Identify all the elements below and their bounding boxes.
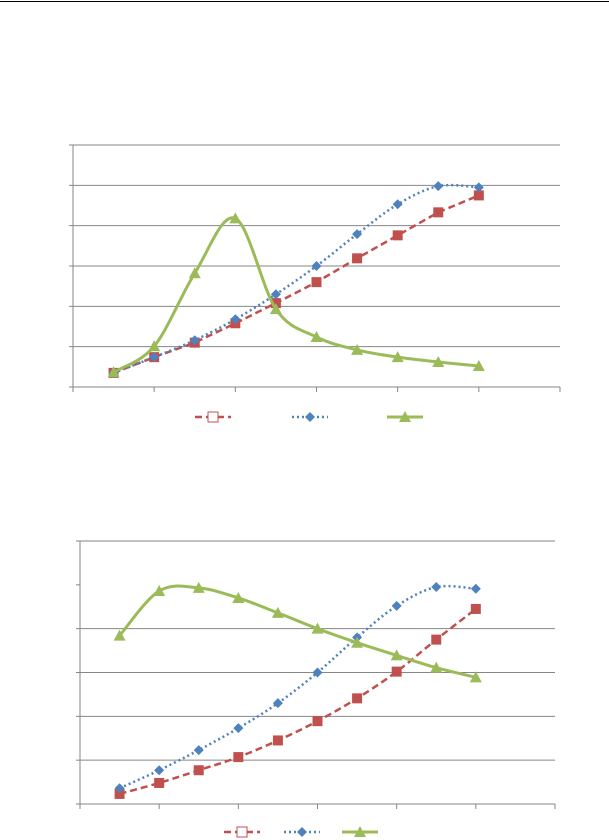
square-marker: [270, 298, 281, 309]
triangle-marker: [430, 661, 443, 673]
triangle-marker: [232, 591, 245, 603]
chart-1: [69, 144, 561, 423]
square-marker: [233, 752, 244, 763]
square-marker: [236, 826, 248, 838]
square-marker: [392, 230, 403, 241]
square-marker: [433, 207, 444, 218]
triangle-marker: [148, 340, 161, 352]
diamond-marker: [297, 827, 307, 837]
diamond-marker: [433, 181, 444, 192]
triangle-marker: [390, 649, 403, 661]
triangle-marker: [271, 606, 284, 618]
diamond-marker: [352, 229, 363, 240]
diamond-marker: [270, 289, 281, 300]
legend-entry-2: [284, 827, 320, 837]
triangle-marker: [107, 366, 120, 378]
legend-entry-2: [292, 412, 328, 422]
square-marker: [352, 693, 363, 704]
triangle-marker: [432, 355, 445, 367]
triangle-marker: [229, 212, 242, 224]
diamond-marker: [311, 261, 322, 271]
series-1-line: [119, 607, 477, 796]
square-marker: [272, 735, 283, 746]
triangle-marker: [351, 636, 364, 648]
diamond-marker: [233, 723, 244, 734]
diamond-marker: [189, 335, 200, 346]
square-marker: [312, 716, 323, 727]
triangle-marker: [188, 267, 201, 279]
series-1-line: [113, 194, 480, 375]
triangle-marker: [113, 629, 126, 641]
square-marker: [154, 777, 165, 788]
triangle-marker: [391, 351, 404, 363]
series-3-line: [112, 216, 479, 374]
triangle-marker: [399, 411, 411, 422]
square-marker: [352, 253, 363, 264]
diamond-marker: [114, 783, 125, 794]
diamond-marker: [272, 698, 283, 709]
legend-entry-3: [342, 826, 378, 837]
square-marker: [391, 666, 402, 677]
series-2-line: [119, 584, 476, 790]
triangle-marker: [469, 671, 482, 683]
diamond-marker: [154, 765, 165, 776]
diamond-marker: [305, 412, 315, 422]
triangle-marker: [310, 330, 323, 342]
page-top-rule: [0, 1, 609, 2]
triangle-marker: [192, 581, 205, 593]
square-marker: [473, 190, 484, 201]
triangle-marker: [153, 584, 166, 596]
triangle-marker: [351, 343, 364, 355]
diamond-marker: [392, 199, 403, 210]
series-3-line: [118, 584, 477, 679]
diamond-marker: [470, 583, 481, 594]
diamond-marker: [431, 582, 442, 593]
triangle-marker: [269, 303, 282, 315]
diamond-marker: [391, 600, 402, 611]
diamond-marker: [230, 314, 241, 325]
square-marker: [193, 765, 204, 776]
square-marker: [207, 411, 219, 423]
chart-2: [76, 540, 556, 838]
legend-entry-1: [195, 411, 231, 423]
diamond-marker: [193, 745, 204, 756]
series-2-line: [113, 183, 479, 375]
square-marker: [114, 788, 125, 799]
square-marker: [431, 634, 442, 645]
square-marker: [470, 603, 481, 614]
legend-entry-3: [387, 411, 423, 422]
legend-entry-1: [224, 826, 260, 838]
triangle-marker: [472, 360, 485, 372]
diamond-marker: [149, 352, 160, 363]
diamond-marker: [473, 182, 484, 193]
triangle-marker: [311, 622, 324, 634]
square-marker: [311, 277, 322, 288]
diamond-marker: [312, 667, 323, 678]
triangle-marker: [354, 826, 366, 837]
